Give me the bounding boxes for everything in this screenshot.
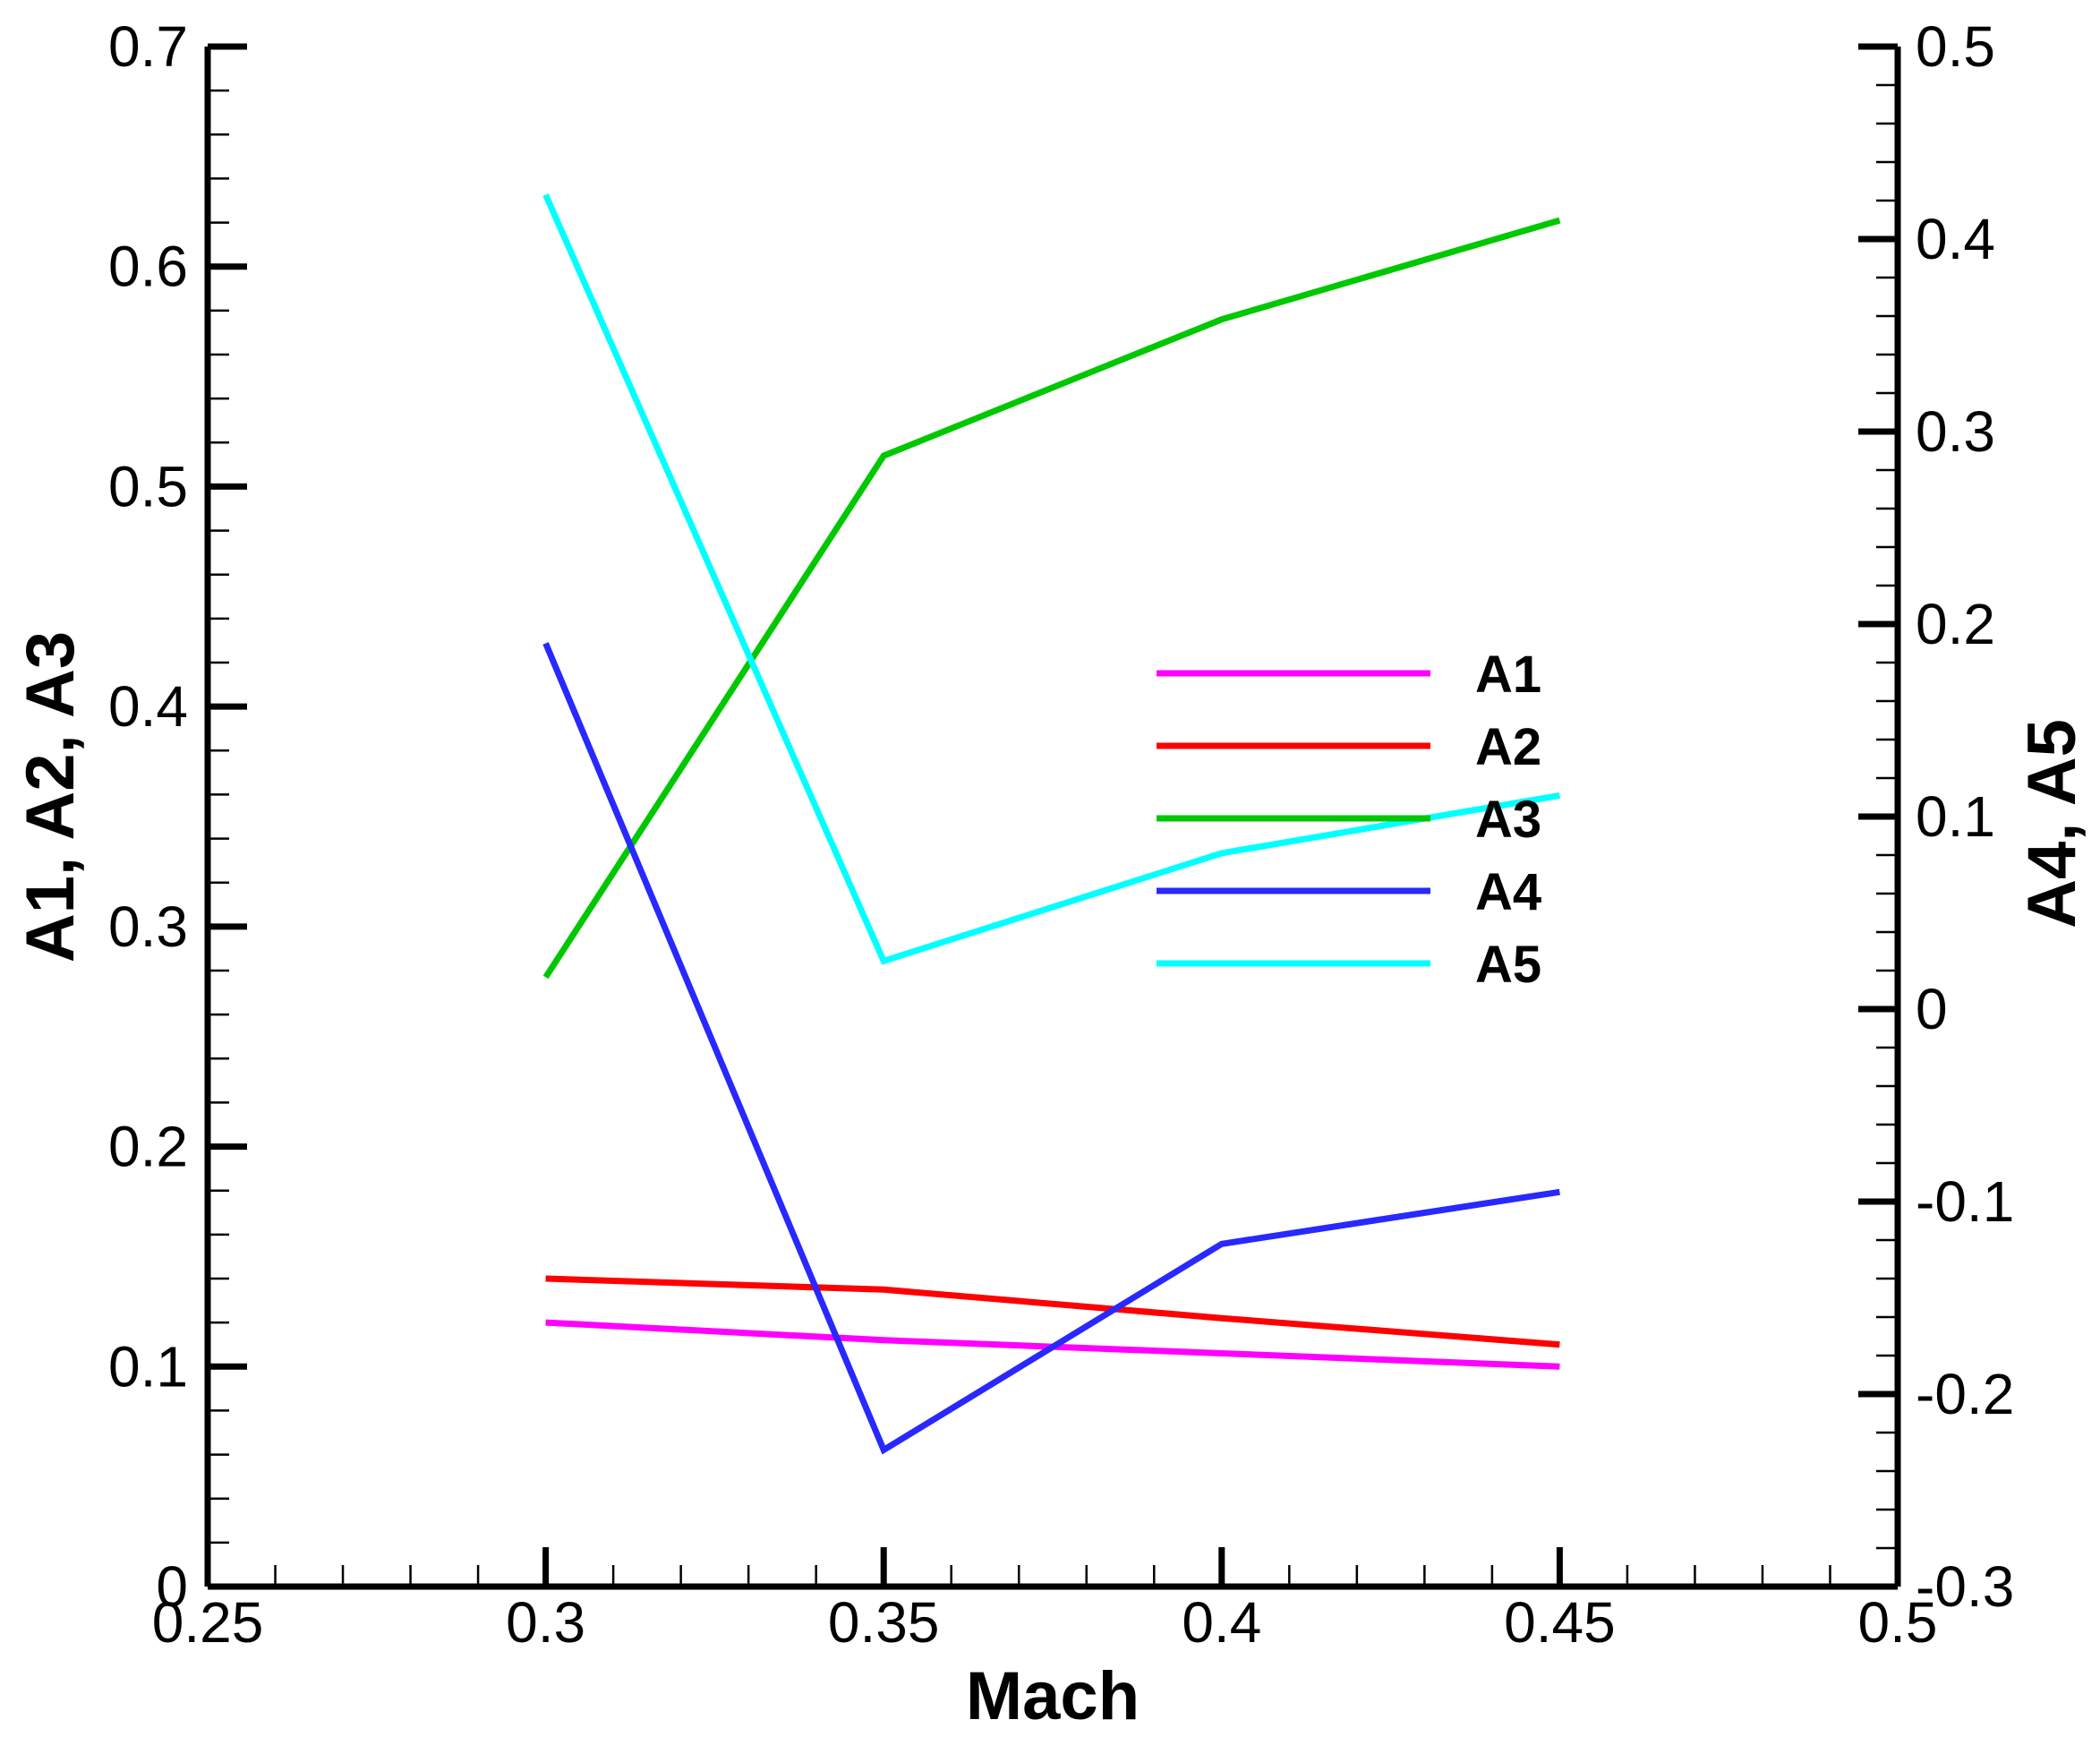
y-left-tick-label: 0.7 bbox=[108, 14, 188, 79]
series-line-a3 bbox=[542, 217, 1561, 980]
legend-label-a1: A1 bbox=[1475, 646, 1541, 704]
y-left-tick-label: 0.2 bbox=[108, 1115, 188, 1179]
y-right-tick-label: -0.3 bbox=[1916, 1554, 2014, 1619]
x-tick-label: 0.4 bbox=[1182, 1590, 1261, 1655]
y-right-tick-label: 0.2 bbox=[1916, 592, 1995, 656]
legend-label-a5: A5 bbox=[1475, 936, 1541, 994]
y-left-axis-title: A1, A2, A3 bbox=[13, 631, 89, 963]
y-left-tick-label: 0.5 bbox=[108, 454, 188, 518]
axes: 0.25 0.3 0.35 0.4 0.45 0.5 0 0.1 0.2 0.3 0.4 0.5 0.6… bbox=[108, 14, 2014, 1655]
x-tick-label: 0.35 bbox=[828, 1590, 940, 1655]
x-tick-label: 0.45 bbox=[1504, 1590, 1616, 1655]
legend-label-a3: A3 bbox=[1475, 791, 1541, 849]
y-left-tick-label: 0.1 bbox=[108, 1334, 188, 1399]
series-line-a4 bbox=[542, 642, 1560, 1455]
legend-label-a4: A4 bbox=[1475, 863, 1541, 921]
y-right-tick-label: 0.3 bbox=[1916, 399, 1995, 464]
y-right-tick-label: -0.1 bbox=[1916, 1169, 2014, 1234]
series-line-a5 bbox=[542, 193, 1560, 965]
x-tick-label: 0.25 bbox=[152, 1590, 264, 1655]
x-tick-label: 0.3 bbox=[506, 1590, 585, 1655]
x-tick-label: 0.5 bbox=[1858, 1590, 1938, 1655]
y-right-tick-label: 0 bbox=[1916, 977, 1948, 1041]
y-right-axis-title: A4, A5 bbox=[2014, 719, 2090, 928]
y-right-tick-label: 0.5 bbox=[1916, 14, 1995, 79]
y-right-tick-label: 0.1 bbox=[1916, 784, 1995, 849]
series-lines bbox=[542, 193, 1561, 1455]
y-left-tick-label: 0.6 bbox=[108, 235, 188, 299]
y-left-tick-label: 0 bbox=[156, 1554, 188, 1619]
legend-label-a2: A2 bbox=[1475, 718, 1541, 776]
legend: A1 A2 A3 A4 A5 bbox=[1157, 646, 1541, 994]
y-right-tick-label: 0.4 bbox=[1916, 207, 1995, 271]
series-line-a2 bbox=[545, 1275, 1560, 1348]
y-left-tick-label: 0.3 bbox=[108, 894, 188, 959]
y-right-tick-label: -0.2 bbox=[1916, 1362, 2014, 1426]
x-axis-title: Mach bbox=[966, 1658, 1140, 1733]
y-left-tick-label: 0.4 bbox=[108, 674, 188, 739]
